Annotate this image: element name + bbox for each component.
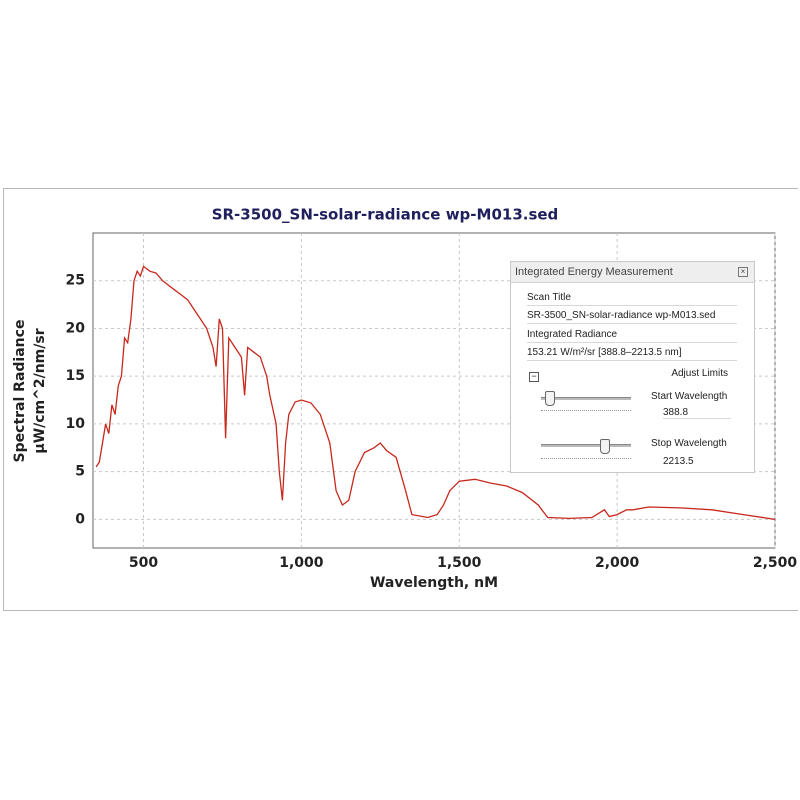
energy-panel: Integrated Energy Measurement × Scan Titl… xyxy=(510,261,755,473)
slider-ticks xyxy=(541,458,631,459)
y-axis-label: Spectral Radiance xyxy=(12,320,28,463)
field-label: Stop Wavelength xyxy=(651,438,727,449)
x-tick-label: 1,500 xyxy=(437,555,482,571)
chart-title: SR-3500_SN-solar-radiance wp-M013.sed xyxy=(212,206,559,224)
spectrum-line xyxy=(95,265,776,521)
collapse-button[interactable]: − xyxy=(529,372,539,382)
x-axis-label: Wavelength, nM xyxy=(370,575,498,591)
field-label: Start Wavelength xyxy=(651,391,728,402)
start-slider[interactable] xyxy=(545,391,555,406)
field-value: 153.21 W/m²/sr [388.8–2213.5 nm] xyxy=(527,347,737,361)
slider-track xyxy=(541,397,631,400)
field-value: SR-3500_SN-solar-radiance wp-M013.sed xyxy=(527,310,737,324)
field-label: Integrated Radiance xyxy=(527,329,737,343)
panel-title-bar: Integrated Energy Measurement × xyxy=(511,262,754,283)
y-tick-label: 10 xyxy=(66,416,86,432)
close-button[interactable]: × xyxy=(738,267,748,277)
y-tick-label: 15 xyxy=(66,368,85,384)
y-tick-label: 25 xyxy=(66,273,85,289)
x-tick-label: 2,000 xyxy=(595,555,640,571)
field-value: 2213.5 xyxy=(663,456,694,467)
field-value: 388.8 xyxy=(663,407,731,419)
x-tick-label: 2,500 xyxy=(753,555,798,571)
y-tick-label: 0 xyxy=(75,511,85,527)
field-label: Scan Title xyxy=(527,292,737,306)
x-tick-label: 500 xyxy=(129,555,158,571)
y-tick-label: 20 xyxy=(66,320,86,336)
slider-ticks xyxy=(541,410,631,411)
panel-title: Integrated Energy Measurement xyxy=(515,266,673,278)
x-tick-label: 1,000 xyxy=(279,555,324,571)
stop-slider[interactable] xyxy=(600,439,610,454)
y-tick-label: 5 xyxy=(75,464,85,480)
y-axis-label: µW/cm^2/nm/sr xyxy=(32,328,48,453)
section-label: Adjust Limits xyxy=(671,368,728,379)
slider-track xyxy=(541,444,631,447)
